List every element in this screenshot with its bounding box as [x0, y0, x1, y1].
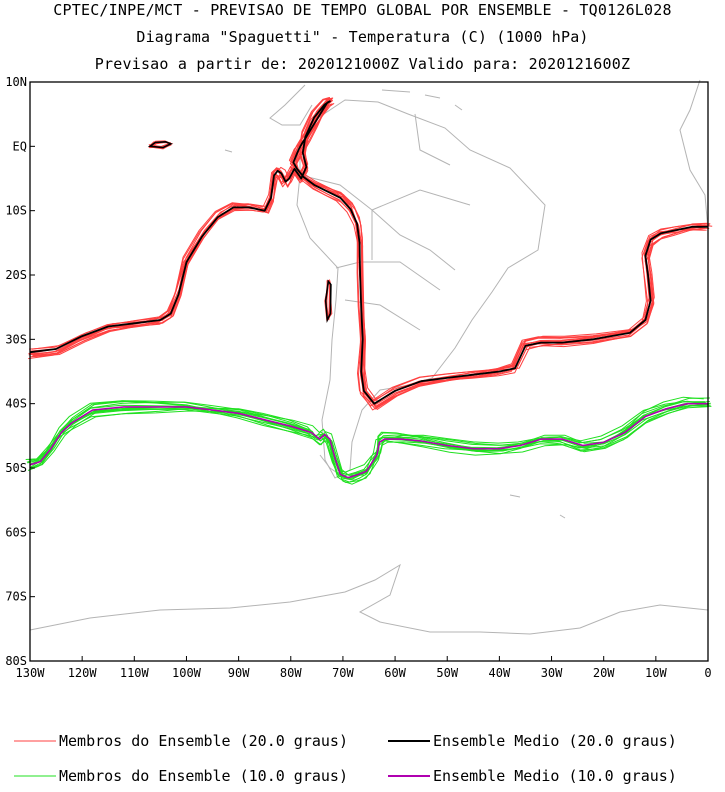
x-tick-label: 110W	[120, 666, 150, 680]
y-tick-label: 10S	[5, 204, 27, 218]
x-tick-label: 0	[704, 666, 711, 680]
x-tick-label: 60W	[384, 666, 406, 680]
ensemble-member-line	[28, 402, 711, 483]
ensemble-mean-line	[29, 402, 708, 479]
ensemble-member-line	[29, 98, 707, 402]
ensemble-member-line	[29, 98, 710, 410]
ensemble-member-line	[26, 405, 712, 481]
chart-title-line-3: Previsao a partir de: 2020121000Z Valido…	[94, 55, 631, 73]
x-tick-label: 70W	[332, 666, 354, 680]
legend-label: Ensemble Medio (20.0 graus)	[433, 732, 677, 750]
chile-inland-contour	[324, 279, 332, 323]
pacific-island-contour	[147, 140, 173, 149]
y-tick-label: 60S	[5, 525, 27, 539]
ensemble-mean-line	[29, 100, 708, 405]
ensemble-member-line	[33, 97, 706, 409]
x-tick-label: 120W	[68, 666, 98, 680]
ensemble-member-line	[32, 99, 705, 408]
ensemble-member-line	[29, 103, 710, 407]
south-america-coastline	[296, 99, 546, 479]
y-tick-label: 20S	[5, 268, 27, 282]
y-tick-label: 30S	[5, 332, 27, 346]
y-tick-label: 40S	[5, 397, 27, 411]
legend-label: Ensemble Medio (10.0 graus)	[433, 767, 677, 785]
south-atlantic-islands	[224, 149, 566, 519]
plot-frame	[29, 81, 709, 662]
legend-label: Membros do Ensemble (10.0 graus)	[59, 767, 348, 785]
x-tick-label: 100W	[172, 666, 202, 680]
country-borders	[299, 113, 471, 331]
chart-title-line-1: CPTEC/INPE/MCT - PREVISAO DE TEMPO GLOBA…	[53, 1, 672, 19]
caribbean-islands	[381, 89, 463, 111]
antarctica-coastline	[29, 563, 709, 635]
x-tick-label: 30W	[541, 666, 563, 680]
central-america-coastline	[269, 84, 313, 126]
ensemble-member-line	[31, 101, 705, 403]
x-tick-label: 50W	[436, 666, 458, 680]
chart-title-line-2: Diagrama "Spaguetti" - Temperatura (C) (…	[136, 28, 589, 46]
y-tick-label: 70S	[5, 590, 27, 604]
africa-coastline	[679, 79, 709, 231]
legend: Membros do Ensemble (20.0 graus) Ensemble…	[14, 732, 677, 785]
ensemble-member-line	[33, 97, 706, 410]
ensemble-member-line	[28, 100, 711, 407]
y-tick-label: 10N	[5, 75, 27, 89]
x-tick-label: 90W	[228, 666, 250, 680]
ensemble-member-line	[28, 100, 708, 402]
ensemble-means	[29, 100, 708, 479]
x-tick-label: 130W	[16, 666, 46, 680]
axes: 130W 120W 110W 100W 90W 80W 70W 60W 50W 40W 30W 20W…	[5, 75, 711, 680]
ensemble-members	[25, 97, 713, 485]
y-tick-label: 50S	[5, 461, 27, 475]
x-tick-label: 10W	[645, 666, 667, 680]
ensemble-member-line	[148, 141, 172, 149]
y-tick-label: 80S	[5, 654, 27, 668]
ensemble-member-line	[28, 101, 707, 405]
legend-label: Membros do Ensemble (20.0 graus)	[59, 732, 348, 750]
y-tick-label: EQ	[13, 139, 27, 153]
ensemble-member-line	[28, 97, 706, 411]
x-tick-label: 40W	[489, 666, 511, 680]
x-tick-label: 80W	[280, 666, 302, 680]
coastline-map	[29, 79, 709, 635]
x-tick-label: 20W	[593, 666, 615, 680]
